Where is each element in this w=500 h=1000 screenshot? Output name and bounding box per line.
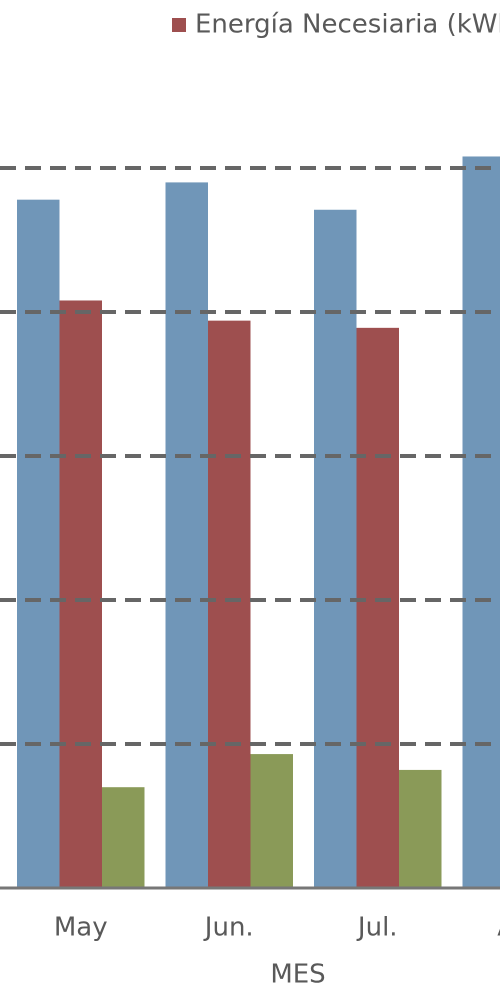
bar	[356, 327, 399, 889]
bar	[102, 787, 145, 888]
legend-label: Energía Necesiaria (kWh)	[195, 10, 500, 40]
bar	[17, 199, 60, 888]
x-axis-title: MES	[270, 960, 325, 990]
x-tick-label: May	[54, 913, 108, 943]
bar	[250, 754, 293, 888]
x-tick-label: Jun.	[203, 913, 254, 943]
bar	[208, 320, 251, 888]
bar	[59, 300, 102, 889]
legend-swatch	[172, 18, 186, 32]
bar	[165, 182, 208, 888]
bar	[462, 156, 500, 889]
bar	[399, 769, 442, 888]
x-tick-label: Ago.	[497, 913, 500, 943]
x-tick-label: Jul.	[356, 913, 398, 943]
bar	[314, 209, 357, 888]
